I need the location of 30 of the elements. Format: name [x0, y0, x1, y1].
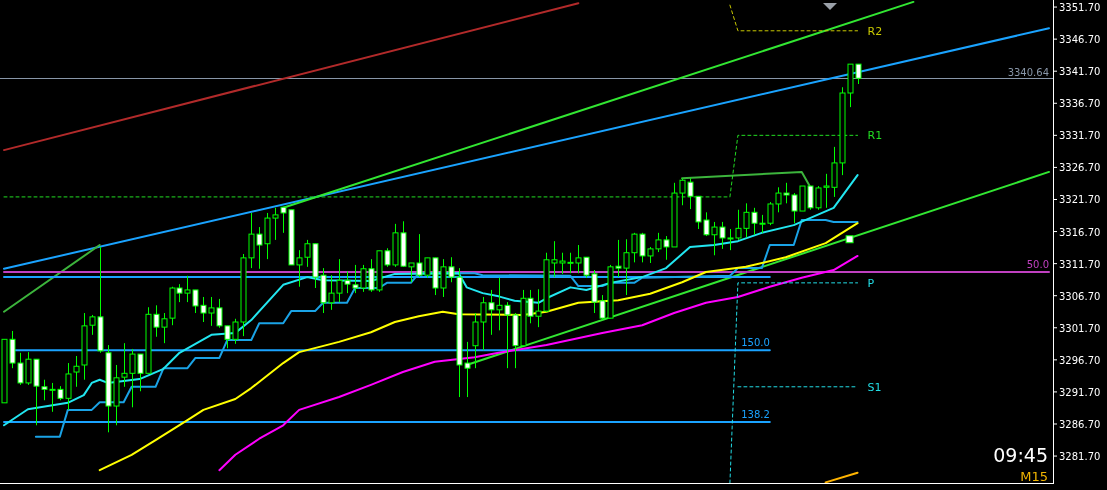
y-tick-label: 3336.70: [1059, 98, 1101, 110]
y-tick-label: 3341.70: [1059, 66, 1101, 78]
annotation: 09:45: [993, 444, 1048, 466]
y-tick-label: 3316.70: [1059, 226, 1101, 238]
y-tick-label: 3321.70: [1059, 194, 1101, 206]
y-tick-label: 3351.70: [1059, 2, 1101, 14]
line-series: [34, 219, 859, 438]
series-label: 138.2: [741, 409, 770, 421]
y-tick-label: 3281.70: [1059, 451, 1101, 463]
y-tick-label: 3301.70: [1059, 322, 1101, 334]
series-label: 150.0: [741, 337, 770, 349]
line-series: [2, 174, 859, 427]
series-label: P: [867, 276, 875, 290]
series-label: R2: [867, 24, 883, 38]
y-tick-label: 3291.70: [1059, 386, 1101, 398]
ref-line-label: 3340.64: [1007, 66, 1049, 78]
y-tick-label: 3286.70: [1059, 418, 1101, 430]
y-tick-label: 3331.70: [1059, 130, 1101, 142]
y-tick-label: 3296.70: [1059, 354, 1101, 366]
series-label: S1: [867, 380, 882, 394]
y-tick-label: 3346.70: [1059, 34, 1101, 46]
candlestick: [73, 355, 80, 388]
y-tick-label: 3306.70: [1059, 290, 1101, 302]
line-series: [218, 254, 859, 472]
line-series: [98, 222, 859, 472]
series-label: R1: [867, 129, 883, 143]
series-label: 50.0: [1026, 258, 1049, 270]
y-tick-label: 3311.70: [1059, 258, 1101, 270]
y-tick-label: 3326.70: [1059, 162, 1101, 174]
annotation: M15: [1020, 469, 1048, 484]
